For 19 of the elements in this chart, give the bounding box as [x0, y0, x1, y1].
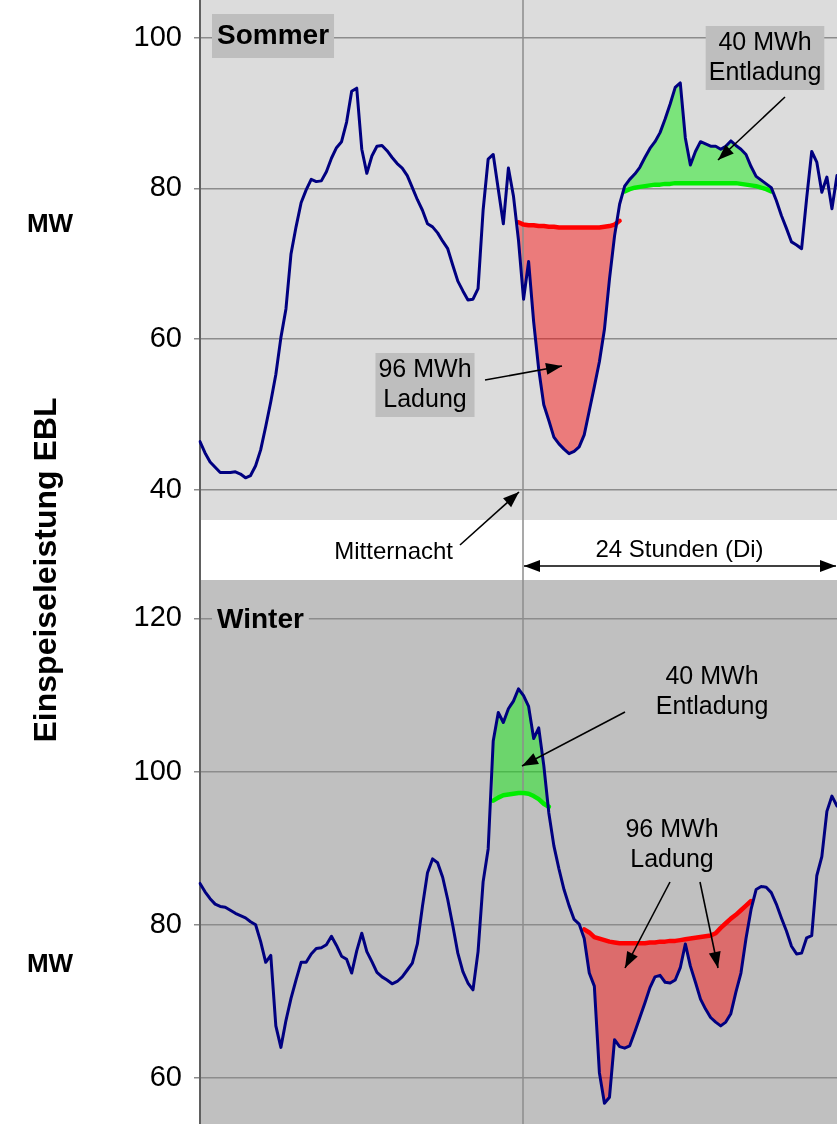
- annotation: 96 MWh Ladung: [625, 813, 719, 872]
- y-tick-label: 80: [149, 170, 182, 203]
- annotation: 40 MWh Entladung: [655, 660, 769, 719]
- text: Winter: [217, 602, 304, 634]
- text: 24 Stunden (Di): [595, 534, 764, 562]
- text: Sommer: [217, 18, 330, 50]
- y-tick-label: 40: [149, 471, 182, 504]
- y-tick-label: 60: [149, 1060, 182, 1093]
- y-axis-title: MW: [26, 208, 74, 239]
- annotation: 40 MWh Entladung: [708, 26, 822, 85]
- y-tick-label: 100: [133, 753, 182, 786]
- y-tick-label: 80: [149, 906, 182, 939]
- y-tick-label: 120: [133, 600, 182, 633]
- y-axis-title: MW: [26, 948, 74, 979]
- text: Einspeiseleistung EBL: [26, 397, 64, 743]
- annotation: 96 MWh Ladung: [378, 353, 472, 412]
- text: Mitternacht: [334, 536, 454, 564]
- y-tick-label: 60: [149, 321, 182, 354]
- y-tick-label: 100: [133, 19, 182, 52]
